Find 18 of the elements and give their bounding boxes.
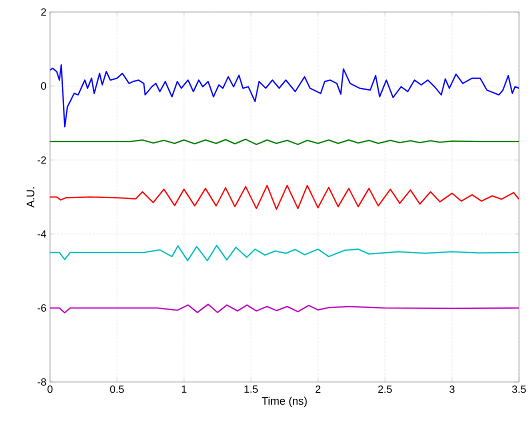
y-tick-label: -4 (38, 230, 46, 238)
x-tick-label: 1.5 (244, 386, 258, 393)
line-series (50, 64, 520, 128)
x-tick-label: 2.5 (378, 386, 392, 393)
y-axis-title: A.U. (26, 187, 34, 208)
y-tick-label: 2 (41, 8, 46, 16)
x-axis-title: Time (ns) (262, 396, 307, 407)
x-tick-label: 1 (182, 386, 186, 393)
x-tick-label: 3.5 (512, 386, 526, 393)
x-tick-label: 0 (48, 386, 52, 393)
y-tick-label: -6 (38, 304, 46, 312)
x-tick-label: 0.5 (110, 386, 124, 393)
x-tick-label: 2 (316, 386, 320, 393)
x-tick-label: 3 (449, 386, 454, 393)
y-tick-label: -8 (38, 378, 46, 386)
line-series (50, 184, 520, 210)
y-tick-label: 0 (41, 82, 46, 90)
y-tick-label: -2 (38, 156, 46, 164)
